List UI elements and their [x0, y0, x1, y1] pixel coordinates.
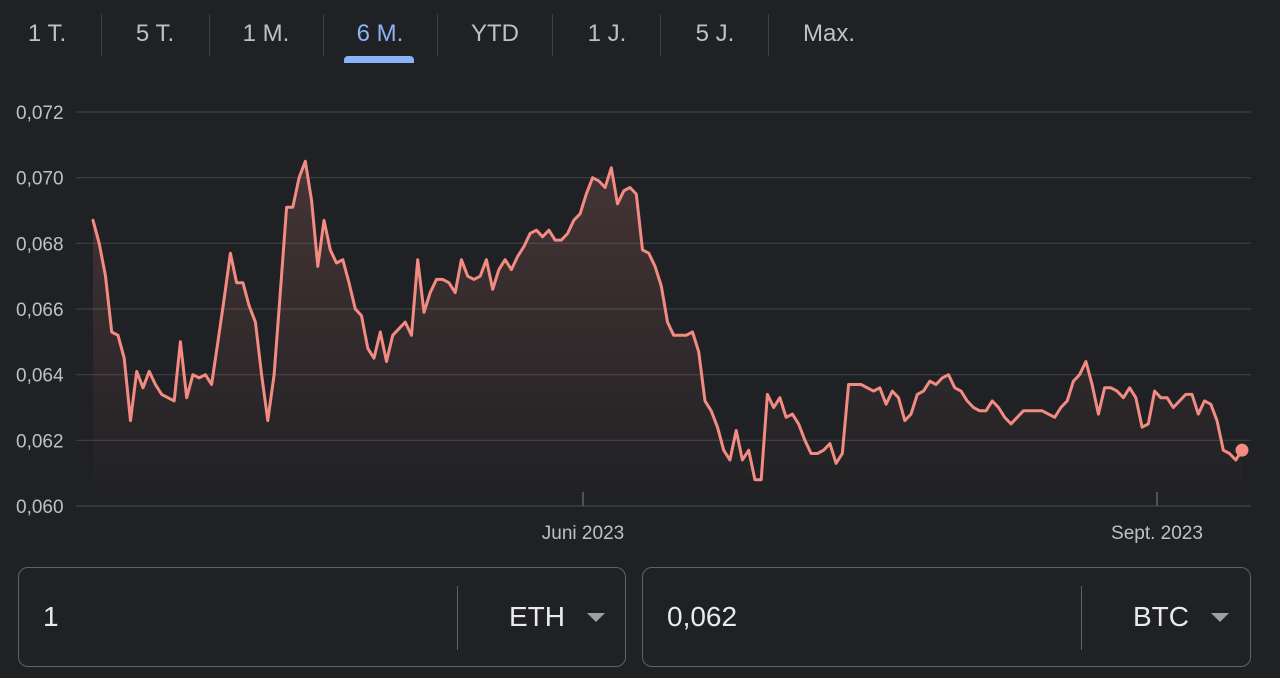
tab-max[interactable]: Max.: [802, 20, 855, 47]
x-tick-label: Sept. 2023: [1111, 523, 1203, 544]
from-converter-box: 1 ETH: [18, 567, 626, 667]
price-area-fill: [93, 161, 1242, 507]
from-amount-input[interactable]: 1: [43, 601, 59, 632]
x-tick-label: Juni 2023: [542, 523, 624, 544]
y-axis-ticks: 0,072 0,070 0,068 0,066 0,064 0,062 0,060: [16, 103, 64, 518]
from-currency-select[interactable]: ETH: [509, 568, 605, 666]
tab-6-months[interactable]: 6 M.: [356, 20, 404, 47]
y-tick-label: 0,062: [16, 431, 64, 452]
to-currency-label: BTC: [1133, 601, 1189, 632]
chevron-down-icon: [587, 612, 605, 622]
y-tick-label: 0,068: [16, 234, 64, 255]
tab-1-day[interactable]: 1 T.: [27, 20, 67, 47]
x-axis-ticks: Juni 2023 Sept. 2023: [542, 492, 1203, 544]
to-converter-box: 0,062 BTC: [642, 567, 1251, 667]
active-tab-indicator: [344, 56, 414, 63]
tab-separator: [437, 14, 438, 56]
chevron-down-icon: [1211, 612, 1229, 622]
y-tick-label: 0,070: [16, 169, 64, 190]
tab-5-days[interactable]: 5 T.: [135, 20, 175, 47]
tab-separator: [101, 14, 102, 56]
to-amount-input[interactable]: 0,062: [667, 601, 738, 632]
from-currency-label: ETH: [509, 601, 565, 632]
converter-divider: [1081, 586, 1082, 650]
tab-separator: [209, 14, 210, 56]
y-tick-label: 0,072: [16, 103, 64, 124]
tab-1-month[interactable]: 1 M.: [242, 20, 290, 47]
tab-ytd[interactable]: YTD: [471, 20, 519, 47]
tab-separator: [552, 14, 553, 56]
converter-divider: [457, 586, 458, 650]
price-chart[interactable]: 0,072 0,070 0,068 0,066 0,064 0,062 0,060 Juni…: [0, 80, 1280, 550]
current-price-dot: [1235, 443, 1249, 457]
tab-separator: [660, 14, 661, 56]
y-tick-label: 0,060: [16, 497, 64, 518]
range-tabs: 1 T. 5 T. 1 M. 6 M. YTD 1 J. 5 J. Max.: [0, 0, 1280, 70]
to-currency-select[interactable]: BTC: [1133, 568, 1229, 666]
tab-5-years[interactable]: 5 J.: [695, 20, 735, 47]
y-tick-label: 0,064: [16, 366, 64, 387]
y-tick-label: 0,066: [16, 300, 64, 321]
tab-1-year[interactable]: 1 J.: [587, 20, 627, 47]
price-series-line: [91, 159, 1244, 482]
tab-separator: [323, 14, 324, 56]
tab-separator: [768, 14, 769, 56]
